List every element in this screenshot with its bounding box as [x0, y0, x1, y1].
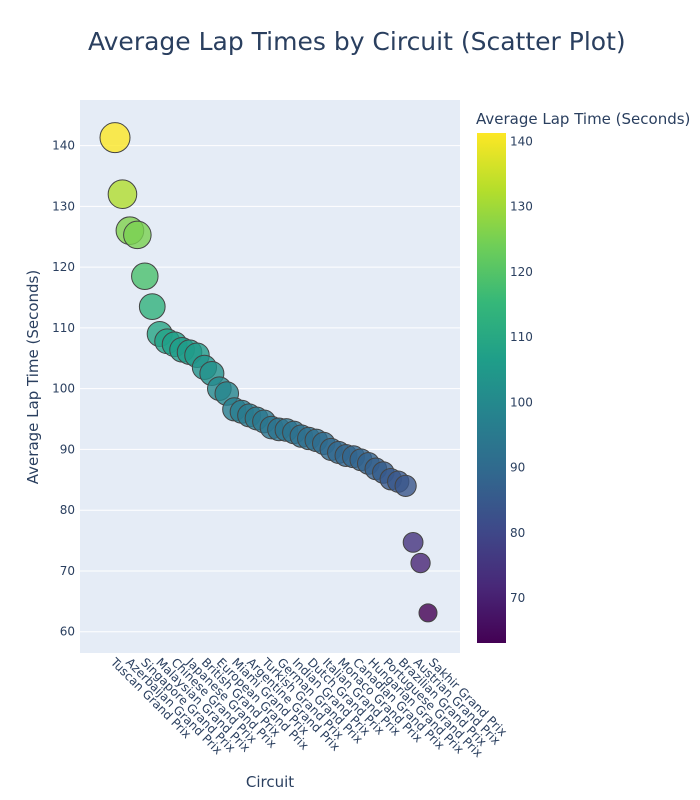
data-point[interactable]: [410, 552, 431, 574]
x-axis-title: Circuit: [246, 773, 294, 791]
colorbar-tick-label: 130: [510, 200, 533, 214]
y-tick-label: 120: [52, 260, 75, 274]
y-tick-label: 110: [52, 321, 75, 335]
y-tick-label: 60: [60, 625, 75, 639]
data-point[interactable]: [123, 220, 152, 250]
colorbar-tick-label: 70: [510, 591, 525, 605]
y-axis-title: Average Lap Time (Seconds): [24, 270, 42, 484]
colorbar-tick-label: 110: [510, 330, 533, 344]
y-tick-label: 70: [60, 564, 75, 578]
data-points: [99, 122, 438, 623]
colorbar-title: Average Lap Time (Seconds): [476, 110, 690, 128]
colorbar-tick-labels: 70 80 90 100 110 120 130 140: [510, 134, 533, 605]
y-tick-label: 80: [60, 503, 75, 517]
y-tick-label: 100: [52, 382, 75, 396]
colorbar-tick-label: 80: [510, 526, 525, 540]
colorbar-tick-label: 140: [510, 134, 533, 148]
data-point[interactable]: [402, 532, 424, 553]
data-point[interactable]: [418, 603, 438, 623]
y-tick-labels: 60 70 80 90 100 110 120 130 140: [52, 139, 75, 639]
colorbar: [477, 133, 506, 643]
y-tick-label: 130: [52, 199, 75, 213]
data-point[interactable]: [131, 262, 159, 290]
plot-area: [80, 100, 460, 653]
y-tick-label: 90: [60, 442, 75, 456]
colorbar-tick-label: 100: [510, 395, 533, 409]
chart-title: Average Lap Times by Circuit (Scatter Pl…: [88, 27, 626, 56]
data-point[interactable]: [394, 474, 417, 497]
colorbar-tick-label: 90: [510, 461, 525, 475]
data-point[interactable]: [107, 179, 138, 209]
y-tick-label: 140: [52, 139, 75, 153]
colorbar-tick-label: 120: [510, 265, 533, 279]
data-point[interactable]: [138, 293, 166, 320]
data-point[interactable]: [99, 122, 131, 154]
